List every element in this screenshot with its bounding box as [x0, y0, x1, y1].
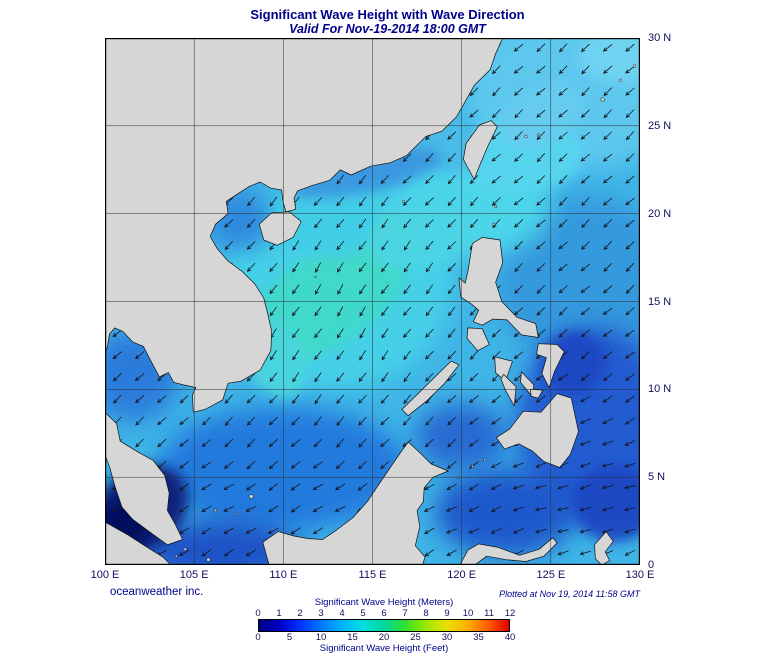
meters-tick-label: 3: [318, 608, 324, 619]
lat-tick-label: 25 N: [648, 119, 672, 132]
feet-tick-label: 25: [410, 632, 421, 643]
legend-colorbar: [258, 619, 510, 632]
legend-meters-ticks: 0 1 2 3 4 5 6 7 8 9 10 11 12: [255, 608, 515, 619]
lon-tick-label: 105 E: [179, 569, 209, 581]
lat-tick-label: 0: [648, 559, 655, 571]
lon-tick-label: 125 E: [536, 569, 566, 581]
feet-tick-label: 35: [473, 632, 484, 643]
latitude-axis: 0 5 N 10 N 15 N 20 N 25 N 30 N: [648, 32, 698, 571]
chart-title: Significant Wave Height with Wave Direct…: [250, 7, 525, 22]
lon-tick-label: 100 E: [90, 569, 120, 581]
lat-tick-label: 5 N: [648, 471, 666, 484]
feet-tick-label: 20: [378, 632, 390, 643]
wave-map: [105, 38, 640, 565]
meters-tick-label: 9: [444, 608, 450, 619]
meters-tick-label: 8: [423, 608, 429, 619]
meters-tick-label: 1: [276, 608, 282, 619]
feet-tick-label: 0: [255, 632, 261, 643]
meters-tick-label: 7: [402, 608, 408, 619]
legend-feet-label: Significant Wave Height (Feet): [319, 643, 449, 654]
credit-text: oceanweather inc.: [110, 586, 204, 598]
feet-tick-label: 5: [286, 632, 293, 643]
meters-tick-label: 10: [462, 608, 474, 619]
lon-tick-label: 120 E: [447, 569, 477, 581]
chart-subtitle: Valid For Nov-19-2014 18:00 GMT: [289, 22, 486, 36]
meters-tick-label: 6: [381, 608, 387, 619]
meters-tick-label: 4: [339, 608, 345, 619]
lon-tick-label: 110 E: [269, 569, 298, 581]
feet-tick-label: 10: [315, 632, 327, 643]
longitude-axis: 100 E 105 E 110 E 115 E 120 E 125 E 130 E: [91, 569, 655, 583]
meters-tick-label: 0: [255, 608, 261, 619]
legend-feet-ticks: 0 5 10 15 20 25 30 35 40: [255, 632, 515, 643]
legend-meters-label: Significant Wave Height (Meters): [314, 597, 454, 608]
feet-tick-label: 40: [504, 632, 516, 643]
lat-tick-label: 15 N: [648, 295, 672, 308]
wave-map-svg: [105, 38, 640, 565]
lon-tick-label: 115 E: [358, 569, 387, 581]
lon-tick-label: 130 E: [625, 569, 655, 581]
lat-tick-label: 30 N: [648, 32, 672, 44]
meters-tick-label: 2: [297, 608, 303, 619]
meters-tick-label: 11: [484, 608, 494, 619]
feet-tick-label: 30: [441, 632, 453, 643]
lat-tick-label: 20 N: [648, 207, 672, 220]
plotted-timestamp: Plotted at Nov 19, 2014 11:58 GMT: [499, 589, 640, 599]
meters-tick-label: 5: [360, 608, 366, 619]
feet-tick-label: 15: [347, 632, 358, 643]
meters-tick-label: 12: [504, 608, 516, 619]
lat-tick-label: 10 N: [648, 383, 672, 396]
